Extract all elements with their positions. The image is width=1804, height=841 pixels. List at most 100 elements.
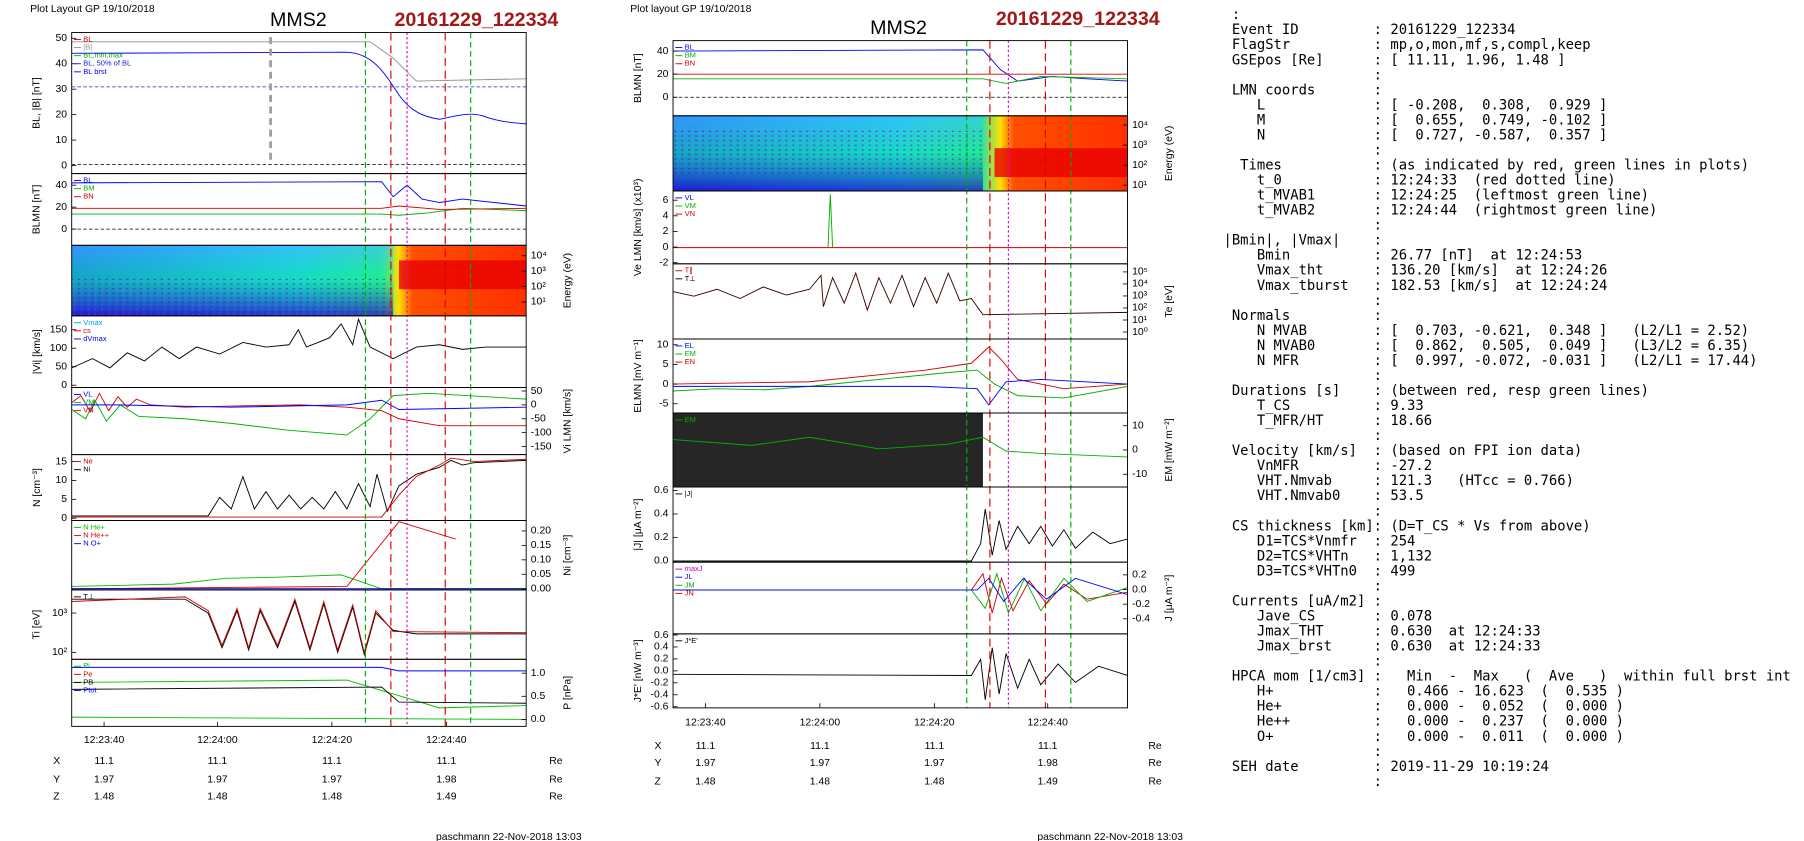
panel-frame <box>71 387 527 456</box>
tick-label: 10³ <box>531 266 547 277</box>
tick-label: -0.6 <box>650 701 668 712</box>
coord-cell: Y <box>655 758 662 769</box>
coord-cell: Re <box>549 756 563 767</box>
tick-label: 20 <box>657 69 669 80</box>
coord-cell: Re <box>1148 741 1162 752</box>
trace <box>71 51 527 125</box>
legend-entry: N He++ <box>83 531 109 540</box>
panel-frame <box>71 658 527 727</box>
info-line: : <box>1223 654 1382 670</box>
legend-entry: BL, 50% of BL <box>83 59 131 68</box>
tick-label: 0.10 <box>531 555 551 566</box>
info-line: : <box>1223 744 1382 760</box>
header: Plot Layout GP 19/10/2018 <box>30 4 155 15</box>
info-line: D2=TCS*VHTn : 1,132 <box>1223 548 1432 564</box>
event-lines <box>364 32 1072 727</box>
axis-label: |J| [μA m⁻²] <box>633 498 644 550</box>
legend-entry: Vmax <box>83 318 102 327</box>
tick-label: 0.0 <box>1132 584 1147 595</box>
info-line: CS thickness [km]: (D=T_CS * Vs from abo… <box>1223 518 1590 534</box>
tick-label: 0.2 <box>1132 570 1147 581</box>
coord-cell: 1.48 <box>207 792 227 803</box>
trace <box>71 459 527 517</box>
coord-cell: 11.1 <box>810 741 830 752</box>
tick-label: 10³ <box>52 608 68 619</box>
panel-frame <box>672 486 1128 563</box>
tick-label: 5 <box>61 494 67 505</box>
trace <box>71 686 527 704</box>
coord-cell: Re <box>549 774 563 785</box>
coord-cell: Z <box>53 792 60 803</box>
legend-entry: N O+ <box>83 539 101 548</box>
time-label: 12:23:40 <box>84 735 125 746</box>
info-line: T_CS : 9.33 <box>1223 398 1423 414</box>
panel-frame <box>672 338 1128 414</box>
coord-cell: Z <box>655 777 662 788</box>
trace <box>71 392 527 436</box>
trace <box>673 572 1128 615</box>
trace <box>71 598 527 657</box>
tick-label: 10 <box>56 475 68 486</box>
info-line: Jmax_THT : 0.630 at 12:24:33 <box>1223 624 1540 640</box>
legend-entry: BN <box>83 192 93 201</box>
tick-label: 10¹ <box>1132 180 1148 191</box>
info-line: : <box>1223 578 1382 594</box>
footer: paschmann 22-Nov-2018 13:03 <box>1037 832 1183 841</box>
info-line: M : [ 0.655, 0.749, -0.102 ] <box>1223 112 1607 128</box>
tick-label: 0.15 <box>531 540 551 551</box>
tick-label: 0.0 <box>654 556 669 567</box>
trace <box>673 369 1128 399</box>
info-line: : <box>1223 218 1382 234</box>
info-line: Velocity [km/s] : (based on FPI ion data… <box>1223 443 1582 459</box>
tick-label: 10² <box>1132 160 1148 171</box>
trace <box>673 76 1128 84</box>
info-line: Jave_CS : 0.078 <box>1223 609 1432 625</box>
legend-entry: maxJ <box>685 564 703 573</box>
trace <box>673 346 1128 390</box>
legend-entry: dVmax <box>83 334 107 343</box>
tick-label: 0.6 <box>654 630 669 641</box>
tick-label: 0.00 <box>531 584 551 595</box>
panel-frame <box>71 32 527 175</box>
info-line: He+ : 0.000 - 0.052 ( 0.000 ) <box>1223 699 1624 715</box>
panel-frame <box>71 589 527 660</box>
tick-label: -150 <box>531 441 552 452</box>
coord-cell: 11.1 <box>322 756 342 767</box>
info-line: SEH date : 2019-11-29 10:19:24 <box>1223 759 1548 775</box>
info-line: VnMFR : -27.2 <box>1223 458 1432 474</box>
coord-cell: 1.48 <box>810 777 830 788</box>
trace <box>673 508 1128 562</box>
tick-label: 20 <box>56 202 68 213</box>
coord-cell: Re <box>549 792 563 803</box>
event-id: 20161229_122334 <box>395 9 559 31</box>
info-line: D3=TCS*VHTn0 : 499 <box>1223 563 1415 579</box>
legend-entry: |J| <box>685 489 693 498</box>
coord-cell: 1.48 <box>695 777 715 788</box>
trace <box>71 181 527 207</box>
legend-entry: T⊥ <box>685 274 697 283</box>
axis-label: N [cm⁻³] <box>32 468 43 507</box>
panel-frame <box>672 263 1128 340</box>
tick-label: 50 <box>56 361 68 372</box>
tick-label: 150 <box>50 324 68 335</box>
info-line: N : [ 0.727, -0.587, 0.357 ] <box>1223 127 1607 143</box>
info-line: O+ : 0.000 - 0.011 ( 0.000 ) <box>1223 729 1624 745</box>
trace <box>71 399 527 410</box>
tick-label: 0 <box>663 242 669 253</box>
legend-entry: BL <box>83 176 92 185</box>
axis-label: BLMN [nT] <box>633 53 644 103</box>
coord-cell: 1.49 <box>1038 777 1058 788</box>
panel-frame <box>672 561 1128 635</box>
legend-entry: JL <box>685 572 693 581</box>
tick-label: 0.4 <box>654 642 669 653</box>
tick-label: 40 <box>56 58 68 69</box>
trace <box>71 392 527 427</box>
info-line: : <box>1223 293 1382 309</box>
coord-cell: 11.1 <box>94 756 114 767</box>
spectrogram-hot <box>398 260 527 290</box>
legend-entry: VN <box>83 406 93 415</box>
coord-cell: 1.48 <box>322 792 342 803</box>
panel-frame <box>672 633 1128 709</box>
legend-entry: cs <box>83 326 91 335</box>
tick-label: 0.0 <box>654 666 669 677</box>
